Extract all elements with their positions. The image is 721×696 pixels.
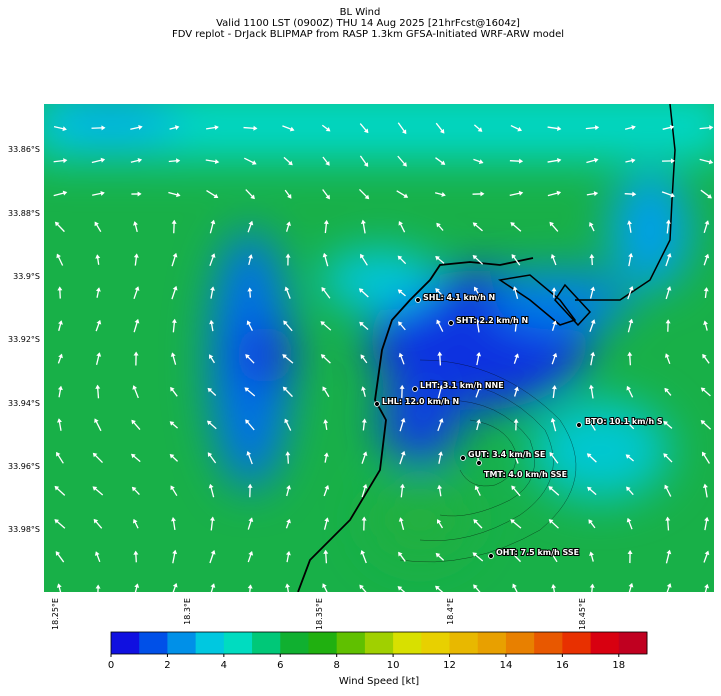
station-dot [477, 461, 482, 466]
lon-label: 18.25°E [51, 598, 60, 630]
colorbar-tick-label: 10 [387, 660, 400, 671]
lat-label: 33.94°S [8, 399, 40, 408]
station-dot [461, 456, 466, 461]
station-label: LHL: 12.0 km/h N [382, 397, 459, 406]
lat-label: 33.9°S [13, 272, 40, 281]
station-dot [413, 387, 418, 392]
lat-label: 33.86°S [8, 145, 40, 154]
colorbar-tick-label: 18 [612, 660, 625, 671]
colorbar-bin [139, 632, 168, 654]
colorbar-tick-label: 6 [277, 660, 283, 671]
station-label: SHT: 2.2 km/h N [456, 316, 528, 325]
station-dot [577, 423, 582, 428]
colorbar-bin [224, 632, 253, 654]
colorbar-bin [280, 632, 309, 654]
colorbar-bin [365, 632, 394, 654]
colorbar-bin [421, 632, 450, 654]
station-dot [489, 554, 494, 559]
colorbar-bin [167, 632, 196, 654]
station-dot [449, 321, 454, 326]
colorbar-tick-label: 4 [221, 660, 227, 671]
colorbar-bin [337, 632, 366, 654]
lon-label: 18.3°E [183, 598, 192, 625]
colorbar-bin [308, 632, 337, 654]
colorbar-bin [196, 632, 225, 654]
subtitle: Valid 1100 LST (0900Z) THU 14 Aug 2025 [… [216, 18, 520, 29]
station-label: BTO: 10.1 km/h S [585, 417, 663, 426]
colorbar-bin [591, 632, 620, 654]
title: BL Wind [340, 7, 381, 18]
lat-label: 33.98°S [8, 525, 40, 534]
colorbar-bin [393, 632, 422, 654]
lon-label: 18.4°E [446, 598, 455, 625]
colorbar-bin [534, 632, 563, 654]
lon-label: 18.45°E [578, 598, 587, 630]
station-dot [375, 402, 380, 407]
lat-label: 33.92°S [8, 335, 40, 344]
lat-label: 33.96°S [8, 462, 40, 471]
colorbar-bin [478, 632, 507, 654]
colorbar-tick-label: 0 [108, 660, 114, 671]
station-label: TMT: 4.0 km/h SSE [484, 470, 567, 479]
station-label: OHT: 7.5 km/h SSE [496, 548, 579, 557]
subtitle: FDV replot - DrJack BLIPMAP from RASP 1.… [172, 29, 564, 40]
colorbar-tick-label: 16 [556, 660, 569, 671]
colorbar-tick-label: 12 [443, 660, 456, 671]
colorbar-bin [619, 632, 648, 654]
station-dot [416, 298, 421, 303]
colorbar-label: Wind Speed [kt] [339, 676, 419, 687]
colorbar-tick-label: 2 [164, 660, 170, 671]
map [30, 90, 721, 597]
colorbar-tick-label: 14 [500, 660, 513, 671]
lat-label: 33.88°S [8, 209, 40, 218]
station-label: LHT: 3.1 km/h NNE [420, 381, 504, 390]
colorbar-tick-label: 8 [333, 660, 339, 671]
colorbar-bin [562, 632, 591, 654]
colorbar-bin [506, 632, 535, 654]
colorbar-bin [111, 632, 140, 654]
station-label: SHL: 4.1 km/h N [423, 293, 495, 302]
colorbar-bin [450, 632, 479, 654]
lon-label: 18.35°E [315, 598, 324, 630]
colorbar-bin [252, 632, 281, 654]
station-label: GUT: 3.4 km/h SE [468, 450, 545, 459]
